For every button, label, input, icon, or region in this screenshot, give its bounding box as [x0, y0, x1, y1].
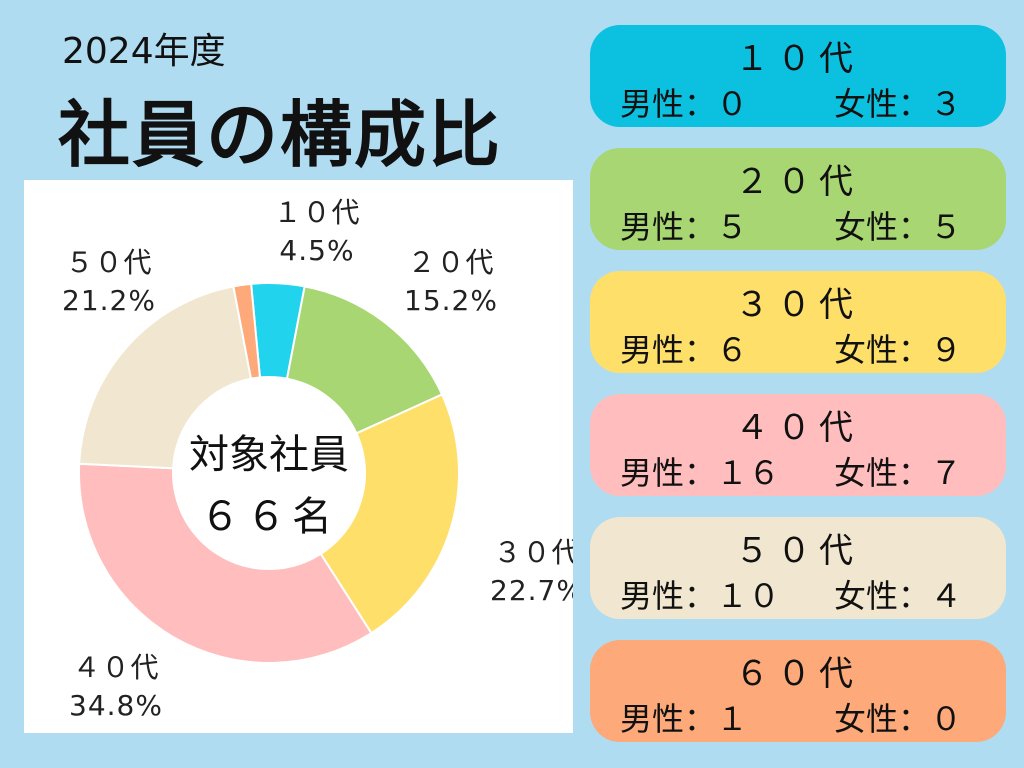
slice-label: １０代	[273, 196, 360, 229]
card-female-count: 女性：０	[834, 700, 963, 738]
card-female-count: 女性：９	[834, 331, 963, 369]
slice-percent: 34.8%	[69, 689, 163, 722]
slice-percent: 22.7%	[490, 574, 573, 607]
card-title: ２０代	[735, 162, 861, 202]
slice-percent: 21.2%	[62, 284, 156, 317]
slice-label: ４０代	[72, 651, 159, 684]
age-group-card: ２０代男性：５ 女性：５	[590, 148, 1006, 250]
age-group-card: ４０代男性：１６ 女性：７	[590, 394, 1006, 496]
slice-label: ３０代	[493, 536, 573, 569]
year-label: 2024年度	[62, 31, 226, 72]
card-female-count: 女性：３	[834, 85, 963, 123]
donut-hole	[172, 376, 366, 570]
card-title: ３０代	[735, 285, 861, 325]
center-label-line-1: 対象社員	[189, 432, 349, 478]
donut-chart: 対象社員 ６６名 １０代 4.5% ２０代 15.2% ３０代 22.7% ４０代 34.8%…	[62, 196, 573, 722]
chart-panel: 対象社員 ６６名 １０代 4.5% ２０代 15.2% ３０代 22.7% ４０代 34.8%…	[24, 180, 573, 733]
slice-label: ５０代	[65, 246, 152, 279]
age-group-card: ５０代男性：１０ 女性：４	[590, 517, 1006, 619]
card-title: ５０代	[735, 531, 861, 571]
card-title: ４０代	[735, 408, 861, 448]
slice-label: ２０代	[407, 246, 494, 279]
card-male-count: 男性：６	[620, 331, 749, 369]
donut-slice	[78, 462, 373, 664]
card-title: １０代	[735, 39, 861, 79]
slice-percent: 15.2%	[404, 284, 498, 317]
page-title: 社員の構成比	[58, 93, 503, 177]
age-group-card: ３０代男性：６ 女性：９	[590, 271, 1006, 373]
card-male-count: 男性：５	[620, 208, 749, 246]
age-group-card: ６０代男性：１ 女性：０	[590, 640, 1006, 742]
card-female-count: 女性：５	[834, 208, 963, 246]
card-male-count: 男性：１０	[620, 577, 781, 615]
card-male-count: 男性：１	[620, 700, 749, 738]
card-title: ６０代	[735, 654, 861, 694]
card-male-count: 男性：０	[620, 85, 749, 123]
center-label-line-2: ６６名	[200, 494, 338, 540]
age-group-card: １０代男性：０ 女性：３	[590, 25, 1006, 127]
card-female-count: 女性：４	[834, 577, 963, 615]
card-female-count: 女性：７	[834, 454, 963, 492]
slice-percent: 4.5%	[279, 234, 354, 267]
card-male-count: 男性：１６	[620, 454, 781, 492]
